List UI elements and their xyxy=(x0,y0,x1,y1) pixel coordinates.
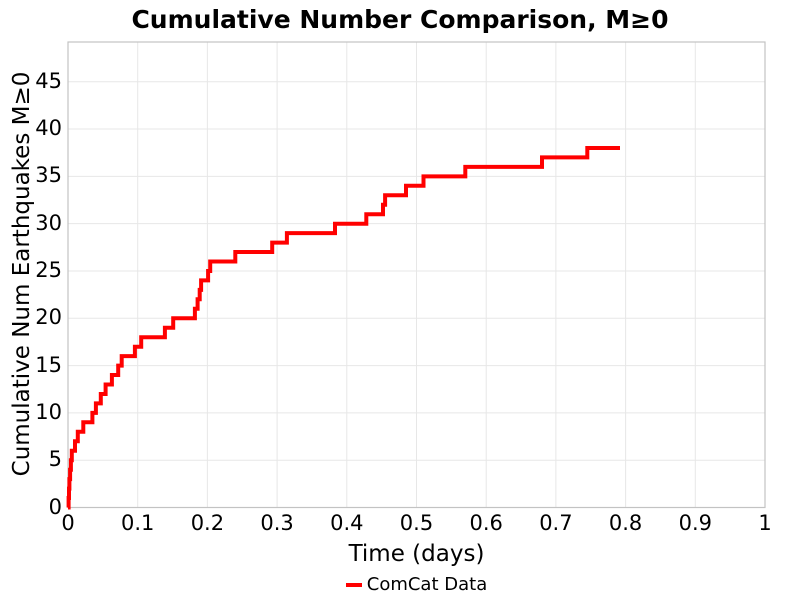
x-tick-label: 0.7 xyxy=(539,511,573,535)
y-tick-label: 25 xyxy=(35,257,62,282)
y-tick-label: 45 xyxy=(35,68,62,93)
legend: ComCat Data xyxy=(68,574,765,595)
y-tick-label: 30 xyxy=(35,210,62,235)
x-tick-label: 0.4 xyxy=(330,511,364,535)
x-tick-label: 0.6 xyxy=(469,511,503,535)
chart-title: Cumulative Number Comparison, M≥0 xyxy=(131,5,669,34)
y-tick-label: 10 xyxy=(35,399,62,424)
x-tick-label: 0.9 xyxy=(678,511,712,535)
x-tick-label: 1 xyxy=(758,511,772,535)
x-tick-label: 0.8 xyxy=(608,511,643,535)
x-axis-label: Time (days) xyxy=(348,541,485,567)
y-tick-label: 5 xyxy=(48,447,62,472)
y-tick-label: 35 xyxy=(35,163,62,188)
x-tick-label: 0.1 xyxy=(120,511,155,535)
y-tick-label: 0 xyxy=(48,494,62,519)
y-tick-label: 20 xyxy=(35,305,62,330)
x-tick-label: 0 xyxy=(61,511,75,535)
x-tick-label: 0.2 xyxy=(190,511,225,535)
legend-label: ComCat Data xyxy=(366,574,488,595)
y-tick-label: 15 xyxy=(35,352,62,377)
y-tick-label: 40 xyxy=(35,116,62,141)
x-tick-label: 0.5 xyxy=(399,511,434,535)
x-tick-label: 0.3 xyxy=(260,511,294,535)
legend-line-swatch xyxy=(345,582,362,587)
